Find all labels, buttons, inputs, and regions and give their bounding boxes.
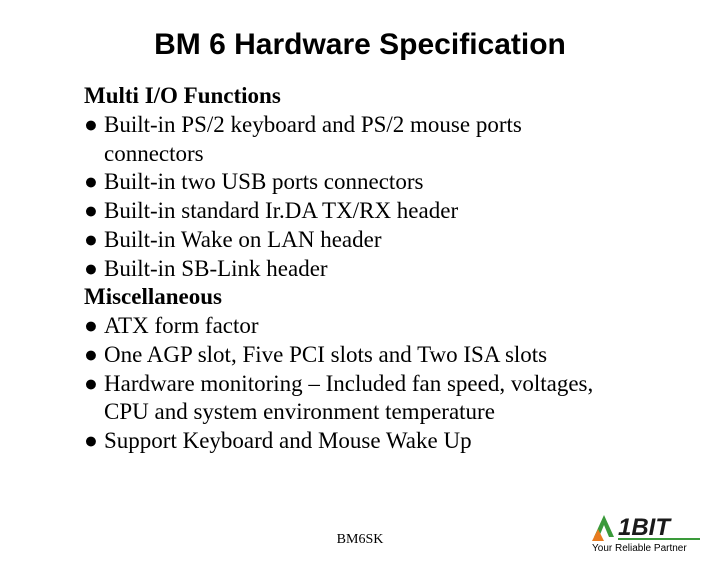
list-item: ● Built-in SB-Link header: [84, 255, 660, 284]
bullet-icon: ●: [84, 427, 104, 456]
bullet-line: Built-in PS/2 keyboard and PS/2 mouse po…: [104, 112, 522, 137]
bullet-icon: ●: [84, 312, 104, 341]
footer-brand: 1BIT Your Reliable Partner: [592, 511, 702, 554]
page-title: BM 6 Hardware Specification: [0, 28, 720, 62]
bullet-icon: ●: [84, 370, 104, 399]
bullet-text: Built-in SB-Link header: [104, 255, 660, 284]
bullet-text: Built-in Wake on LAN header: [104, 226, 660, 255]
list-item: ● Support Keyboard and Mouse Wake Up: [84, 427, 660, 456]
bullet-cont: connectors: [104, 140, 660, 169]
svg-text:1BIT: 1BIT: [618, 514, 672, 541]
bullet-icon: ●: [84, 168, 104, 197]
list-item: ● ATX form factor: [84, 312, 660, 341]
bullet-text: Built-in standard Ir.DA TX/RX header: [104, 197, 660, 226]
abit-logo-icon: 1BIT: [592, 511, 702, 541]
bullet-icon: ●: [84, 111, 104, 140]
bullet-text: ATX form factor: [104, 312, 660, 341]
footer: BM6SK 1BIT Your Reliable Partner: [0, 504, 720, 554]
bullet-icon: ●: [84, 255, 104, 284]
section-heading-misc: Miscellaneous: [84, 283, 660, 312]
bullet-text: Support Keyboard and Mouse Wake Up: [104, 427, 660, 456]
bullet-icon: ●: [84, 341, 104, 370]
list-item: ● Hardware monitoring – Included fan spe…: [84, 370, 660, 428]
list-item: ● Built-in two USB ports connectors: [84, 168, 660, 197]
footer-tagline: Your Reliable Partner: [592, 543, 702, 554]
list-item: ● Built-in PS/2 keyboard and PS/2 mouse …: [84, 111, 660, 169]
bullet-line: Hardware monitoring – Included fan speed…: [104, 371, 593, 396]
list-item: ● One AGP slot, Five PCI slots and Two I…: [84, 341, 660, 370]
bullet-text: Built-in two USB ports connectors: [104, 168, 660, 197]
list-item: ● Built-in standard Ir.DA TX/RX header: [84, 197, 660, 226]
bullet-text: Built-in PS/2 keyboard and PS/2 mouse po…: [104, 111, 660, 169]
bullet-text: Hardware monitoring – Included fan speed…: [104, 370, 660, 428]
bullet-icon: ●: [84, 197, 104, 226]
footer-code: BM6SK: [337, 532, 384, 548]
bullet-text: One AGP slot, Five PCI slots and Two ISA…: [104, 341, 660, 370]
list-item: ● Built-in Wake on LAN header: [84, 226, 660, 255]
bullet-icon: ●: [84, 226, 104, 255]
section-heading-io: Multi I/O Functions: [84, 82, 660, 111]
bullet-cont: CPU and system environment temperature: [104, 398, 660, 427]
content-area: Multi I/O Functions ● Built-in PS/2 keyb…: [84, 82, 660, 456]
